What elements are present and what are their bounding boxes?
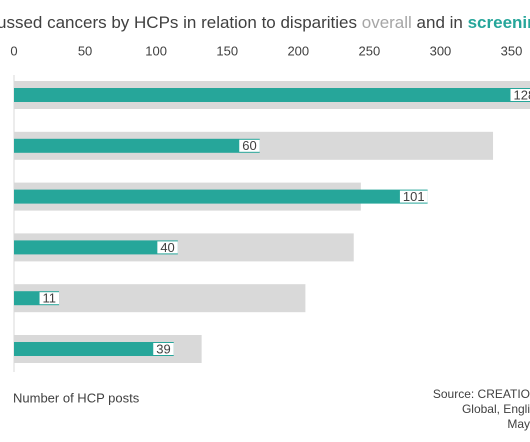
x-axis-label: Number of HCP posts: [13, 390, 140, 405]
label-box: [153, 343, 174, 355]
bar: [14, 284, 306, 313]
x-tick-label: 200: [287, 43, 309, 58]
source: Global, Engli: [462, 402, 530, 416]
value-label: 101: [403, 189, 425, 204]
value-label: 39: [156, 341, 170, 356]
label-box: [399, 190, 428, 203]
label-box: [157, 241, 178, 254]
x-tick-label: 150: [216, 43, 238, 58]
chart-title: ussed cancers by HCPs in relation to dis…: [0, 13, 530, 32]
bar: [14, 342, 174, 356]
value-label: 40: [160, 240, 174, 255]
x-tick-label: 250: [359, 43, 381, 58]
title-part: ussed cancers by HCPs in relation to dis…: [0, 13, 362, 32]
bar: [14, 88, 530, 102]
label-box: [510, 89, 530, 101]
label-box: [239, 139, 260, 152]
x-tick-label: 50: [78, 43, 92, 58]
x-tick-label: 0: [10, 43, 17, 58]
bar: [14, 189, 428, 204]
value-label: 128: [513, 87, 530, 102]
legend-entry: screening: [468, 13, 530, 32]
bar: [14, 138, 260, 153]
label-box: [39, 292, 60, 305]
legend-entry: overall: [362, 13, 412, 32]
x-tick-label: 350: [501, 43, 523, 58]
x-tick-label: 300: [430, 43, 452, 58]
source: Source: CREATIO: [433, 387, 530, 401]
value-label: 60: [242, 138, 256, 153]
bar: [14, 240, 178, 255]
x-tick-label: 100: [145, 43, 167, 58]
value-label: 11: [43, 291, 57, 306]
title-part: and in: [412, 13, 468, 32]
source: May: [507, 417, 530, 431]
